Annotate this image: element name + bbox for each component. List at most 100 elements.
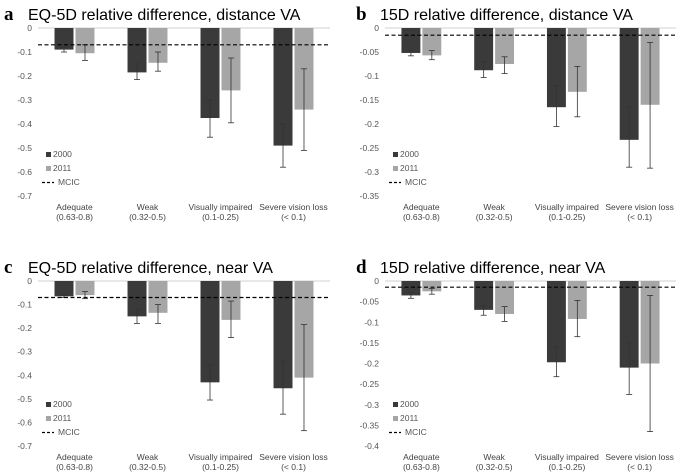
- panel-letter: d: [356, 257, 367, 278]
- legend-swatch-2011: [393, 416, 398, 421]
- bar-2011[interactable]: [495, 28, 515, 64]
- legend-label: MCIC: [405, 177, 427, 187]
- y-tick-label: -0.4: [17, 119, 32, 129]
- bar-2000[interactable]: [127, 28, 147, 73]
- y-tick-label: -0.2: [364, 359, 379, 369]
- y-tick-label: -0.1: [364, 71, 379, 81]
- category-label: Weak: [137, 452, 159, 462]
- bar-2011[interactable]: [75, 281, 95, 296]
- bar-2000[interactable]: [401, 28, 421, 53]
- y-tick-label: -0.05: [360, 47, 380, 57]
- legend-label: 2000: [400, 149, 419, 159]
- bar-2011[interactable]: [567, 281, 587, 319]
- category-label: Adequate: [56, 202, 93, 212]
- y-tick-label: -0.5: [17, 394, 32, 404]
- y-tick-label: -0.4: [364, 441, 379, 451]
- legend-label: MCIC: [58, 177, 80, 187]
- y-tick-label: -0.6: [17, 417, 32, 427]
- category-sublabel: (0.63-0.8): [403, 212, 440, 222]
- y-tick-label: -0.2: [364, 119, 379, 129]
- bar-2000[interactable]: [546, 281, 566, 363]
- chart-panel-d: d 15D relative difference, near VA0 -0.05 -…: [356, 257, 676, 472]
- y-tick-label: -0.7: [17, 191, 32, 201]
- bar-2000[interactable]: [200, 28, 220, 118]
- bar-2000[interactable]: [546, 28, 566, 108]
- category-sublabel: (0.1-0.25): [548, 462, 585, 472]
- y-tick-label: -0.05: [360, 297, 380, 307]
- category-sublabel: (0.1-0.25): [202, 462, 239, 472]
- legend-label: 2011: [53, 413, 72, 423]
- category-label: Visually impaired: [535, 202, 599, 212]
- y-tick-label: -0.15: [360, 95, 380, 105]
- chart-panel-a: a EQ-5D relative difference, distance VA0…: [4, 4, 330, 222]
- chart-title: EQ-5D relative difference, near VA: [28, 260, 273, 277]
- legend-label: 2011: [53, 163, 72, 173]
- chart-title: 15D relative difference, distance VA: [380, 7, 633, 24]
- bar-2000[interactable]: [401, 281, 421, 296]
- y-tick-label: -0.1: [17, 300, 32, 310]
- bar-2000[interactable]: [474, 28, 494, 71]
- bar-2000[interactable]: [619, 281, 639, 368]
- legend-label: 2011: [400, 413, 419, 423]
- category-sublabel: (0.63-0.8): [56, 212, 93, 222]
- category-sublabel: (< 0.1): [281, 462, 306, 472]
- legend-swatch-2011: [46, 166, 51, 171]
- bar-2000[interactable]: [273, 281, 293, 389]
- bar-2000[interactable]: [273, 28, 293, 146]
- category-label: Weak: [137, 202, 159, 212]
- bar-2011[interactable]: [75, 28, 95, 54]
- y-tick-label: -0.3: [17, 347, 32, 357]
- panel-letter: a: [4, 4, 14, 25]
- legend-swatch-2011: [393, 166, 398, 171]
- legend-label: MCIC: [405, 427, 427, 437]
- panel-letter: b: [356, 4, 367, 25]
- y-tick-label: -0.3: [17, 95, 32, 105]
- category-label: Severe vision loss: [605, 452, 674, 462]
- y-tick-label: -0.35: [360, 420, 380, 430]
- bar-2000[interactable]: [54, 281, 74, 297]
- bar-2000[interactable]: [619, 28, 639, 140]
- category-sublabel: (< 0.1): [627, 212, 652, 222]
- bar-2000[interactable]: [127, 281, 147, 317]
- y-tick-label: -0.1: [364, 317, 379, 327]
- category-label: Severe vision loss: [605, 202, 674, 212]
- y-tick-label: -0.7: [17, 441, 32, 451]
- category-sublabel: (0.63-0.8): [56, 462, 93, 472]
- category-label: Visually impaired: [188, 202, 252, 212]
- legend-label: 2000: [53, 149, 72, 159]
- category-label: Adequate: [403, 202, 440, 212]
- y-tick-label: -0.3: [364, 167, 379, 177]
- y-tick-label: -0.2: [17, 71, 32, 81]
- category-label: Visually impaired: [535, 452, 599, 462]
- category-label: Adequate: [56, 452, 93, 462]
- y-tick-label: -0.4: [17, 370, 32, 380]
- bar-2011[interactable]: [221, 281, 241, 320]
- y-tick-label: -0.5: [17, 143, 32, 153]
- category-sublabel: (0.32-0.5): [476, 212, 513, 222]
- category-sublabel: (0.63-0.8): [403, 462, 440, 472]
- category-label: Severe vision loss: [259, 202, 328, 212]
- bar-2000[interactable]: [474, 281, 494, 310]
- y-tick-label: 0: [27, 276, 32, 286]
- category-label: Visually impaired: [188, 452, 252, 462]
- bar-2011[interactable]: [495, 281, 515, 314]
- legend-swatch-2000: [46, 152, 51, 157]
- chart-title: EQ-5D relative difference, distance VA: [28, 7, 301, 24]
- chart-title: 15D relative difference, near VA: [380, 260, 606, 277]
- bar-2011[interactable]: [422, 281, 442, 292]
- legend-label: 2000: [400, 399, 419, 409]
- bar-2000[interactable]: [54, 28, 74, 50]
- bar-2011[interactable]: [148, 28, 168, 63]
- y-tick-label: -0.25: [360, 379, 380, 389]
- bar-2000[interactable]: [200, 281, 220, 383]
- bar-2011[interactable]: [567, 28, 587, 92]
- y-tick-label: 0: [27, 23, 32, 33]
- panel-letter: c: [4, 257, 12, 278]
- category-sublabel: (0.1-0.25): [202, 212, 239, 222]
- y-tick-label: -0.25: [360, 143, 380, 153]
- chart-panel-c: c EQ-5D relative difference, near VA0 -0.1…: [4, 257, 330, 472]
- y-tick-label: -0.1: [17, 47, 32, 57]
- y-tick-label: 0: [374, 276, 379, 286]
- legend-label: MCIC: [58, 427, 80, 437]
